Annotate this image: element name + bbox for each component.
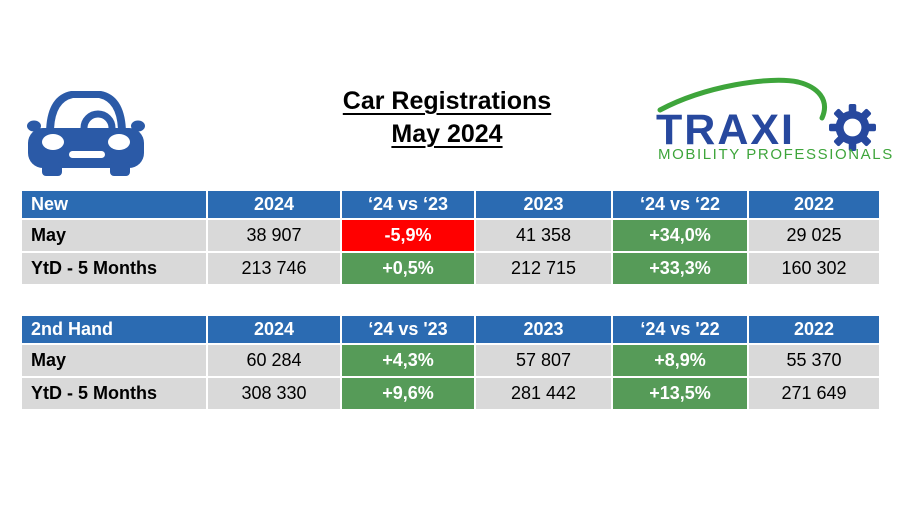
- table-2nd-hand-ytd-label: YtD - 5 Months: [22, 378, 206, 409]
- table-new-may-2022: 29 025: [749, 220, 879, 251]
- table-2nd-hand-may-label: May: [22, 345, 206, 376]
- table-new-header-24v22: ‘24 vs ‘22: [613, 191, 747, 218]
- table-2nd-hand-header-title: 2nd Hand: [22, 316, 206, 343]
- table-2nd-hand-ytd-2024: 308 330: [208, 378, 340, 409]
- table-2nd-hand-ytd-24v23: +9,6%: [342, 378, 474, 409]
- table-new: New 2024 ‘24 vs ‘23 2023 ‘24 vs ‘22 2022…: [20, 189, 881, 286]
- logo-tagline: MOBILITY PROFESSIONALS: [658, 146, 894, 163]
- table-2nd-hand-header-24v23: ‘24 vs '23: [342, 316, 474, 343]
- table-new-header-24v23: ‘24 vs ‘23: [342, 191, 474, 218]
- table-2nd-hand-row-may: May 60 284 +4,3% 57 807 +8,9% 55 370: [22, 345, 879, 376]
- table-2nd-hand-header-24v22: ‘24 vs '22: [613, 316, 747, 343]
- table-new-ytd-2024: 213 746: [208, 253, 340, 284]
- table-2nd-hand-may-2022: 55 370: [749, 345, 879, 376]
- gear-icon: [829, 104, 876, 151]
- table-new-header-2024: 2024: [208, 191, 340, 218]
- table-new-ytd-24v22: +33,3%: [613, 253, 747, 284]
- table-2nd-hand-may-24v23: +4,3%: [342, 345, 474, 376]
- table-new-header-2022: 2022: [749, 191, 879, 218]
- table-new-ytd-24v23: +0,5%: [342, 253, 474, 284]
- table-new-may-24v23: -5,9%: [342, 220, 474, 251]
- table-new-ytd-label: YtD - 5 Months: [22, 253, 206, 284]
- table-new-may-2023: 41 358: [476, 220, 611, 251]
- table-2nd-hand-header-2024: 2024: [208, 316, 340, 343]
- table-new-may-2024: 38 907: [208, 220, 340, 251]
- table-new-may-label: May: [22, 220, 206, 251]
- table-2nd-hand-may-24v22: +8,9%: [613, 345, 747, 376]
- title-line1: Car Registrations: [342, 87, 552, 115]
- table-new-may-24v22: +34,0%: [613, 220, 747, 251]
- table-2nd-hand-may-2023: 57 807: [476, 345, 611, 376]
- table-2nd-hand: 2nd Hand 2024 ‘24 vs '23 2023 ‘24 vs '22…: [20, 314, 881, 411]
- table-2nd-hand-ytd-2022: 271 649: [749, 378, 879, 409]
- logo-swoosh-icon: [657, 77, 827, 121]
- table-new-header-row: New 2024 ‘24 vs ‘23 2023 ‘24 vs ‘22 2022: [22, 191, 879, 218]
- table-2nd-hand-ytd-2023: 281 442: [476, 378, 611, 409]
- table-2nd-hand-header-2023: 2023: [476, 316, 611, 343]
- table-2nd-hand-header-row: 2nd Hand 2024 ‘24 vs '23 2023 ‘24 vs '22…: [22, 316, 879, 343]
- title-line2: May 2024: [391, 120, 503, 148]
- traxio-logo: TRAXI MOBILITY PROFESSIONALS: [650, 76, 892, 172]
- table-2nd-hand-header-2022: 2022: [749, 316, 879, 343]
- table-new-ytd-2023: 212 715: [476, 253, 611, 284]
- table-2nd-hand-row-ytd: YtD - 5 Months 308 330 +9,6% 281 442 +13…: [22, 378, 879, 409]
- table-new-header-title: New: [22, 191, 206, 218]
- table-new-row-ytd: YtD - 5 Months 213 746 +0,5% 212 715 +33…: [22, 253, 879, 284]
- table-2nd-hand-may-2024: 60 284: [208, 345, 340, 376]
- table-2nd-hand-ytd-24v22: +13,5%: [613, 378, 747, 409]
- table-new-row-may: May 38 907 -5,9% 41 358 +34,0% 29 025: [22, 220, 879, 251]
- table-new-ytd-2022: 160 302: [749, 253, 879, 284]
- car-icon: [27, 91, 145, 176]
- table-new-header-2023: 2023: [476, 191, 611, 218]
- page-title: Car Registrations May 2024: [272, 85, 622, 151]
- logo-brand-text: TRAXI: [656, 106, 795, 154]
